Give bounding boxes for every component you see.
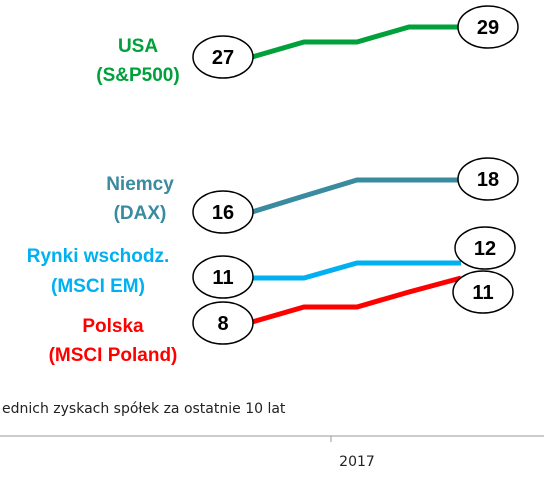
value-bubble-polska-end (452, 270, 514, 314)
value-bubble-em-start (192, 255, 254, 299)
data-label-niemcy-start: 16 (212, 202, 234, 224)
series-label-usa-line-1: USA (118, 36, 158, 57)
series-labels: USA (S&P500) Niemcy (DAX) Rynki wschodz. (MSC… (27, 36, 180, 366)
value-bubbles: 27 29 16 18 11 12 8 11 (192, 5, 519, 345)
value-bubble-usa-start (192, 35, 254, 79)
chart-note: ednich zyskach spółek za ostatnie 10 lat (2, 401, 286, 417)
series-label-polska-line-2: (MSCI Poland) (49, 345, 178, 366)
series-label-em-line-2: (MSCI EM) (51, 276, 145, 297)
data-label-usa-end: 29 (477, 17, 499, 39)
series-label-usa-line-2: (S&P500) (96, 65, 179, 86)
data-label-usa-start: 27 (212, 47, 234, 69)
series-label-em-line-1: Rynki wschodz. (27, 246, 170, 267)
data-label-em-start: 11 (212, 267, 233, 289)
series-line-usa (251, 24, 461, 60)
value-bubble-polska-start (192, 301, 254, 345)
series-label-polska-line-1: Polska (82, 316, 144, 337)
data-label-polska-end: 11 (472, 282, 493, 304)
value-bubble-niemcy-start (192, 190, 254, 234)
series-label-niemcy-line-2: (DAX) (114, 203, 167, 224)
data-label-em-end: 12 (474, 238, 496, 260)
value-bubble-em-end (454, 226, 516, 270)
series-line-em (252, 260, 461, 281)
series-label-niemcy-line-1: Niemcy (106, 174, 174, 195)
series-line-niemcy (251, 177, 461, 215)
value-bubble-niemcy-end (457, 157, 519, 201)
x-tick-label: 2017 (339, 454, 375, 470)
data-label-polska-start: 8 (217, 313, 228, 335)
data-label-niemcy-end: 18 (477, 169, 499, 191)
value-bubble-usa-end (457, 5, 519, 49)
series-lines (251, 24, 462, 325)
series-line-polska (251, 275, 462, 325)
